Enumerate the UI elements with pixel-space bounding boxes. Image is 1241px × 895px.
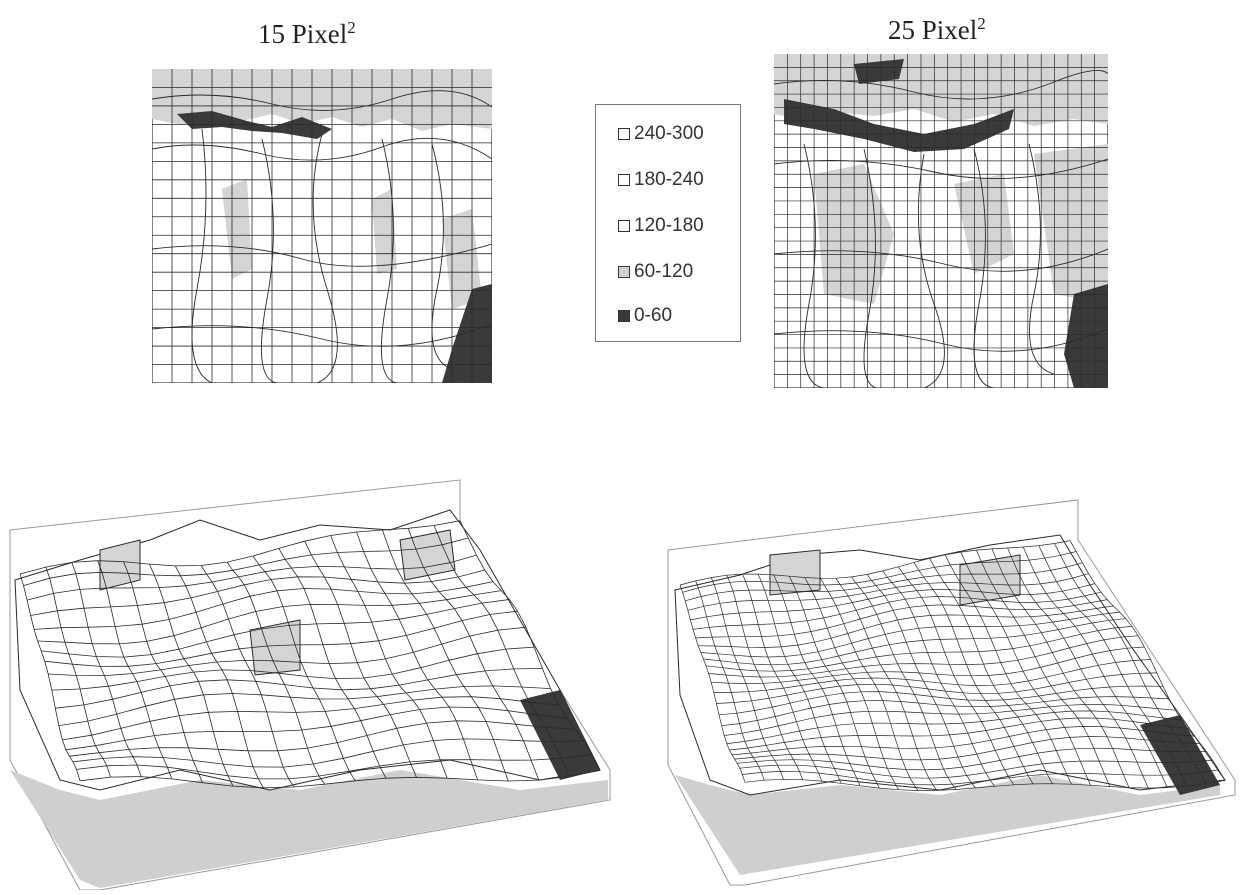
left-surface-plot [0,470,620,890]
legend-label: 0-60 [634,305,673,326]
legend-item: 180-240 [618,169,704,191]
right-contour-map [774,54,1108,388]
legend-label: 240-300 [634,123,704,144]
left-title-superscript: 2 [347,18,356,37]
legend-swatch [618,174,630,186]
legend-item: 0-60 [618,305,672,327]
right-title-superscript: 2 [977,14,986,33]
legend-item: 60-120 [618,261,693,283]
right-contour-svg [774,54,1108,388]
left-contour-svg [152,69,492,383]
legend: 240-300 180-240 120-180 60-120 0-60 [595,104,741,342]
left-title-text: 15 Pixel [258,19,348,49]
legend-label: 180-240 [634,169,704,190]
legend-swatch [618,220,630,232]
right-title-text: 25 Pixel [888,15,978,45]
legend-swatch [618,266,630,278]
legend-item: 120-180 [618,215,704,237]
legend-label: 60-120 [634,261,694,282]
left-surface-svg [9,479,611,890]
legend-item: 240-300 [618,123,704,145]
legend-swatch [618,128,630,140]
left-map-title: 15 Pixel2 [258,18,356,50]
right-surface-svg [667,499,1236,886]
legend-swatch [618,310,630,322]
right-map-title: 25 Pixel2 [888,14,986,46]
left-contour-map [152,69,492,383]
right-surface-plot [660,495,1240,890]
legend-label: 120-180 [634,215,704,236]
